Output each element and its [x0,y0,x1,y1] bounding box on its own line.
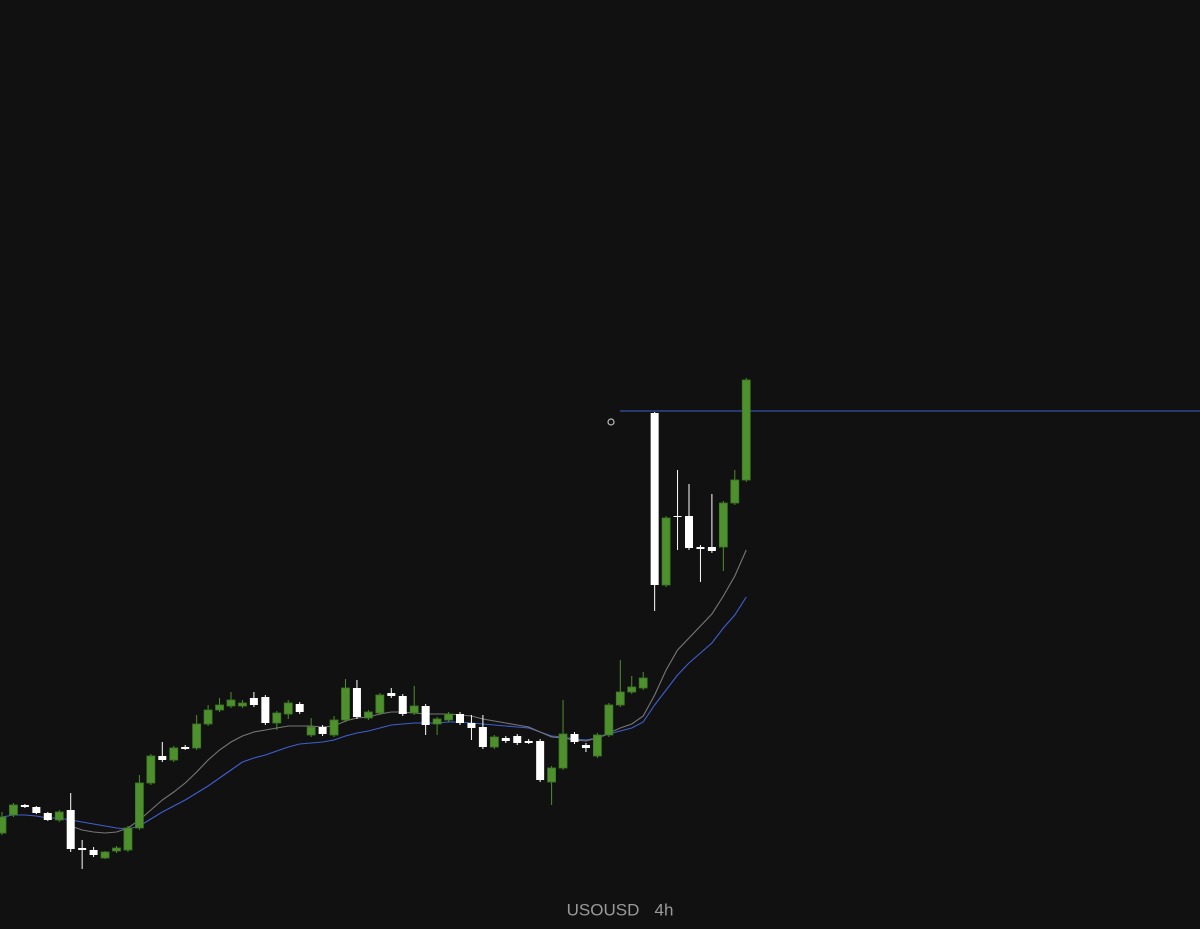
candle-body [20,805,29,807]
candle-body [261,697,270,723]
candle-body [604,704,614,736]
candle-body [123,827,133,851]
candle-body [513,736,522,743]
candle-body [421,706,430,725]
candle-body [203,709,213,725]
candle-body [593,734,602,757]
candle-body [398,696,407,714]
candle-body [192,723,202,749]
candle-body [306,726,316,736]
candle-body [707,547,716,551]
candle-body [456,714,464,723]
candle-body [226,699,236,707]
candle-body [409,705,419,714]
candle-body [295,704,304,712]
candle-body [673,516,682,517]
candle-body [489,736,499,748]
candle-body [501,738,510,741]
candle-body [112,847,121,852]
candle-body [661,517,671,586]
candle-body [478,727,487,747]
candle-body [329,719,339,736]
candle-body [352,688,361,717]
candle-body [283,702,293,715]
candle-body [54,811,64,821]
candle-body [718,502,728,548]
candle-body [215,704,224,711]
candle-body [536,741,545,780]
candle-body [89,850,98,855]
candle-body [467,723,476,728]
candle-body [444,713,453,721]
candle-body [341,687,350,721]
candle-body [146,755,156,784]
candle-body [730,479,740,504]
candle-body [0,816,7,834]
candle-body [547,767,556,783]
candle-body [638,677,648,689]
candle-body [100,851,110,859]
candle-body [581,745,590,748]
candle-body [741,379,751,481]
candle-body [387,693,396,696]
candle-body [32,807,41,813]
candle-body [570,734,579,742]
candle-body [66,810,75,849]
alert-icon[interactable] [607,418,615,426]
candle-body [615,691,625,706]
candle-body [524,741,533,743]
candle-body [558,733,568,769]
candle-body [363,711,373,719]
candle-body [432,718,442,725]
moving-average-line [1,596,747,830]
candle-body [650,413,659,585]
candle-body [43,813,52,820]
candle-body [181,747,190,749]
interval-label: 4h [655,900,674,919]
candle-body [134,782,144,829]
candle-body [627,686,637,693]
candle-body [375,694,385,714]
candle-body [158,756,167,760]
candle-body [318,727,327,734]
candle-body [272,712,282,724]
moving-average-line [70,549,747,834]
symbol-label: USOUSD [567,900,640,919]
candle-body [685,516,693,548]
candle-body [696,547,705,549]
candle-body [169,747,179,761]
candle-body [249,698,258,705]
candle-body [78,848,87,850]
candle-body [9,804,18,816]
candle-body [238,702,247,707]
